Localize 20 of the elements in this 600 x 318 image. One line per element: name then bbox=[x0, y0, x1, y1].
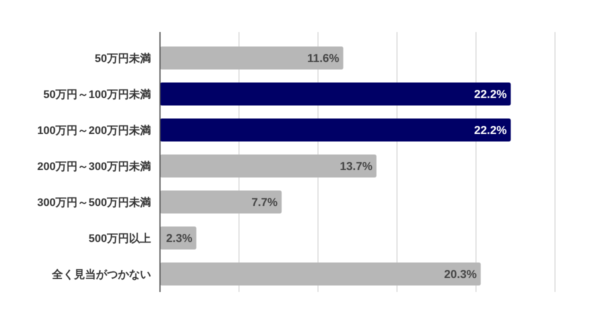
y-tick-label: 全く見当がつかない bbox=[51, 268, 151, 281]
data-label: 22.2% bbox=[474, 89, 507, 101]
bar bbox=[160, 190, 282, 214]
y-tick-label: 50万円～100万円未満 bbox=[43, 88, 151, 101]
data-label: 20.3% bbox=[444, 269, 477, 281]
bar bbox=[160, 46, 344, 70]
bar bbox=[160, 262, 481, 286]
y-tick-label: 500万円以上 bbox=[88, 232, 151, 245]
y-tick-label: 200万円～300万円未満 bbox=[37, 160, 151, 173]
data-label: 7.7% bbox=[251, 197, 278, 209]
data-label: 13.7% bbox=[340, 161, 372, 173]
y-tick-label: 300万円～500万円未満 bbox=[37, 196, 151, 209]
bar bbox=[160, 118, 511, 142]
y-tick-label: 50万円未満 bbox=[94, 52, 151, 65]
data-label: 22.2% bbox=[474, 125, 507, 137]
data-label: 11.6% bbox=[307, 53, 340, 65]
bar bbox=[160, 154, 376, 178]
data-label: 2.3% bbox=[166, 233, 192, 245]
bar bbox=[160, 82, 511, 106]
y-tick-label: 100万円～200万円未満 bbox=[37, 124, 151, 137]
